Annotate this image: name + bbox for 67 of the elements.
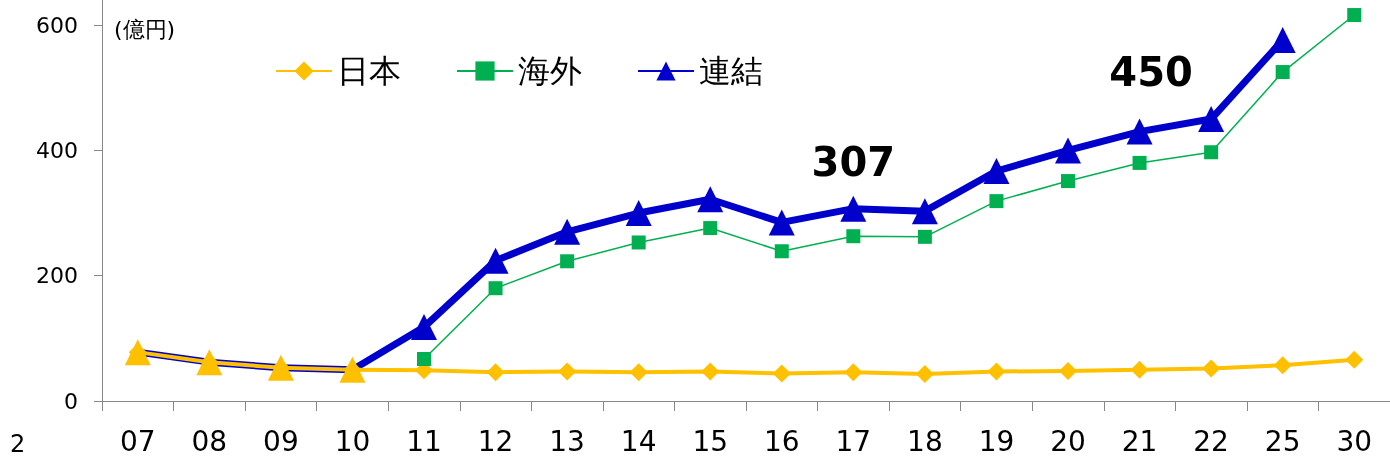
legend-label: 連結 [699, 52, 763, 90]
x-tick-label: 08 [191, 424, 228, 458]
x-tick-label: 30 [1336, 424, 1373, 458]
point [554, 218, 581, 245]
point [625, 200, 652, 227]
point [631, 235, 646, 250]
x-tick-label: 20 [1050, 424, 1086, 458]
legend-label: 日本 [337, 52, 401, 90]
point [915, 365, 934, 384]
point [911, 198, 938, 225]
x-tick-label: 19 [978, 424, 1015, 458]
point [629, 363, 648, 382]
point [558, 362, 577, 381]
point [560, 254, 575, 269]
point [1275, 65, 1290, 80]
point [411, 314, 437, 341]
legend-label: 海外 [518, 52, 582, 90]
point [846, 229, 861, 244]
point [983, 158, 1010, 185]
point [917, 229, 932, 244]
x-tick-label: 17 [835, 424, 872, 458]
x-tick-label: 13 [549, 424, 585, 458]
point [488, 281, 503, 296]
x-tick-label: 21 [1121, 424, 1158, 458]
x-tick-label: 16 [763, 424, 800, 458]
point [701, 362, 720, 381]
data-label: 307 [811, 138, 896, 185]
point [1061, 174, 1075, 189]
point [1273, 356, 1292, 375]
x-tick-label: 12 [477, 424, 514, 458]
point [1198, 106, 1225, 133]
point [987, 362, 1006, 381]
y-axis-title: (億円) [114, 16, 176, 42]
point [989, 194, 1004, 209]
data-label: 450 [1109, 49, 1193, 96]
point [1204, 145, 1219, 160]
x-tick-label: 09 [263, 424, 299, 458]
point [1345, 350, 1364, 369]
point [844, 363, 863, 382]
x-tick-label: 15 [692, 424, 729, 458]
x-tick-label: 11 [406, 424, 442, 458]
point [1126, 118, 1153, 145]
y-tick-label: 600 [36, 12, 78, 38]
x-tick-label: 10 [334, 424, 371, 458]
point [1202, 359, 1221, 378]
x-tick-label: 18 [907, 424, 943, 458]
point [768, 209, 795, 236]
x-tick-label: 07 [119, 424, 156, 458]
point [1059, 361, 1077, 380]
point [697, 186, 724, 213]
point [840, 195, 867, 222]
y-tick-label: 200 [36, 263, 78, 289]
y-tick-label: 400 [36, 137, 78, 163]
point [772, 364, 791, 383]
x-tick-label: 14 [620, 424, 657, 458]
point [486, 363, 505, 382]
point [417, 352, 431, 367]
point [774, 244, 789, 259]
point [1055, 137, 1081, 164]
y-tick-label: 0 [64, 388, 78, 414]
x-tick-label: 22 [1193, 424, 1229, 458]
point [1132, 155, 1147, 170]
text: 2 [10, 430, 26, 458]
point [1347, 8, 1362, 23]
x-tick-label: 25 [1264, 424, 1301, 458]
point [703, 221, 718, 236]
point [1130, 360, 1149, 379]
